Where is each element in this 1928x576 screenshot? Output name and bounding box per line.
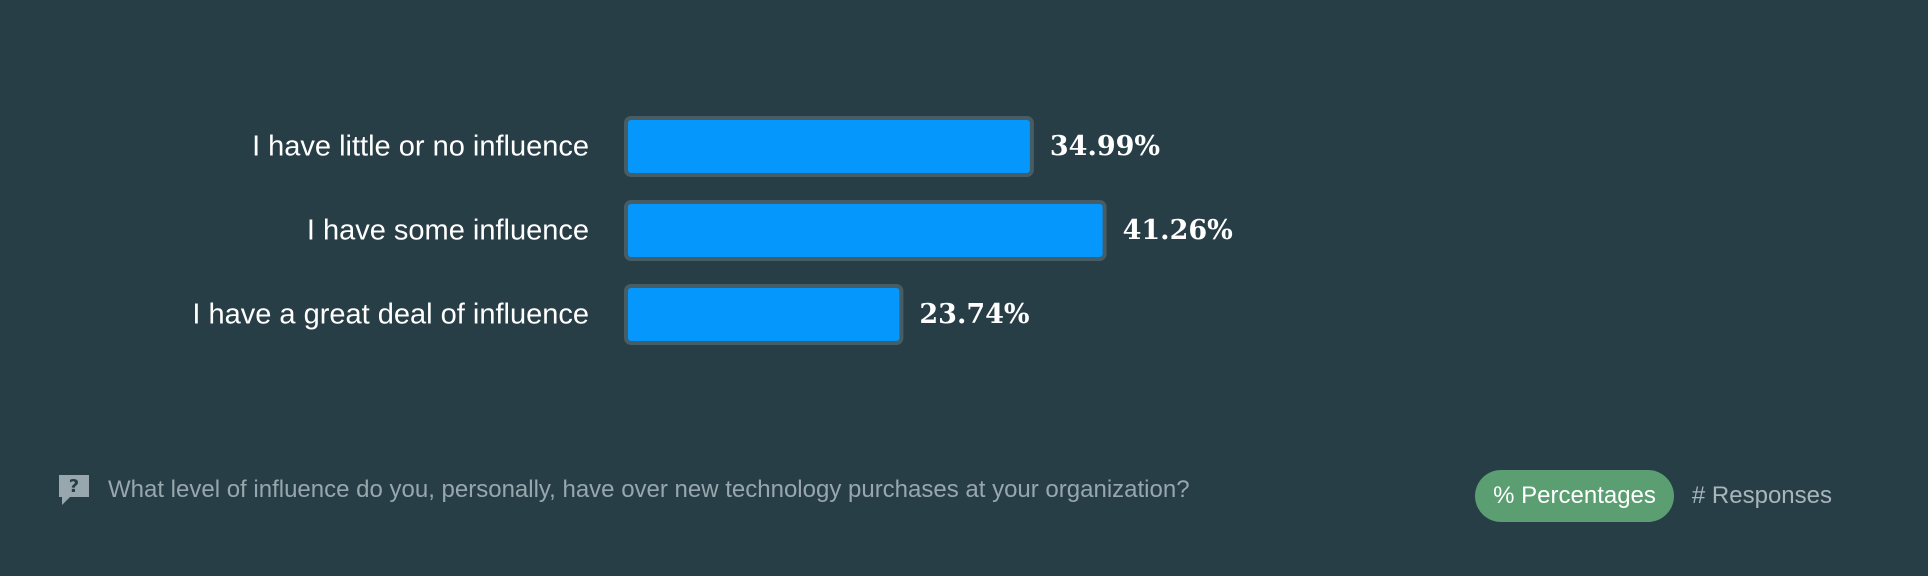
percentages-toggle-button[interactable]: % Percentages — [1475, 470, 1674, 522]
category-label-i-have-little-or-no-influence: I have little or no influence — [252, 131, 589, 163]
bar-i-have-little-or-no-influence[interactable] — [624, 116, 1034, 177]
display-mode-toggle: % Percentages # Responses — [1475, 470, 1832, 522]
value-label-i-have-little-or-no-influence: 34.99% — [1050, 131, 1160, 162]
value-label-i-have-a-great-deal-of-influence: 23.74% — [919, 299, 1029, 330]
value-label-i-have-some-influence: 41.26% — [1123, 215, 1233, 246]
category-label-i-have-some-influence: I have some influence — [307, 215, 589, 247]
question-text: What level of influence do you, personal… — [108, 476, 1190, 503]
responses-toggle-button[interactable]: # Responses — [1691, 482, 1832, 509]
svg-text:?: ? — [69, 476, 79, 497]
question-footer: ? What level of influence do you, person… — [56, 472, 1190, 508]
bar-i-have-some-influence[interactable] — [624, 200, 1107, 261]
speech-bubble-question-icon: ? — [56, 472, 92, 508]
bar-i-have-a-great-deal-of-influence[interactable] — [624, 284, 904, 345]
category-label-i-have-a-great-deal-of-influence: I have a great deal of influence — [192, 299, 589, 331]
